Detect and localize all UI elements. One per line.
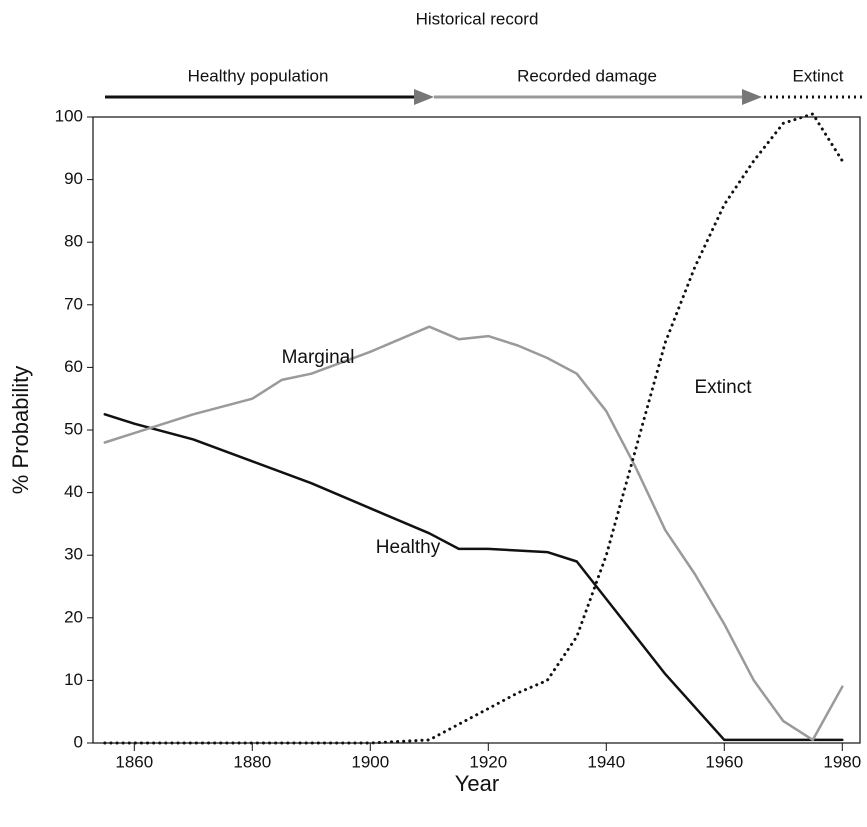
series-label: Healthy (376, 537, 441, 558)
y-tick-label: 90 (64, 169, 83, 188)
series-label: Marginal (282, 347, 355, 368)
series-line (103, 112, 844, 745)
plot-frame (92, 116, 861, 744)
x-tick-label: 1940 (587, 752, 625, 771)
arrow-head (414, 89, 434, 105)
x-tick-label: 1960 (705, 752, 743, 771)
y-tick-label: 100 (55, 106, 83, 125)
series-label: Extinct (694, 377, 752, 398)
y-tick-label: 20 (64, 607, 83, 626)
phase-label: Healthy population (188, 66, 329, 85)
x-tick-label: 1860 (115, 752, 153, 771)
y-tick-label: 50 (64, 419, 83, 438)
y-tick-label: 70 (64, 294, 83, 313)
series-line (103, 413, 844, 742)
y-tick-label: 30 (64, 545, 83, 564)
y-tick-label: 40 (64, 482, 83, 501)
x-tick-label: 1900 (351, 752, 389, 771)
x-axis-label: Year (455, 771, 499, 796)
y-tick-label: 10 (64, 670, 83, 689)
arrow-head (742, 89, 762, 105)
chart-title: Historical record (416, 9, 539, 28)
x-tick-label: 1980 (823, 752, 861, 771)
y-tick-label: 0 (74, 732, 83, 751)
y-tick-label: 80 (64, 232, 83, 251)
y-tick-label: 60 (64, 357, 83, 376)
phase-label: Extinct (792, 66, 843, 85)
y-axis-label: % Probability (8, 366, 33, 494)
x-tick-label: 1920 (469, 752, 507, 771)
series-line (103, 325, 844, 742)
phase-label: Recorded damage (517, 66, 657, 85)
x-tick-label: 1880 (233, 752, 271, 771)
